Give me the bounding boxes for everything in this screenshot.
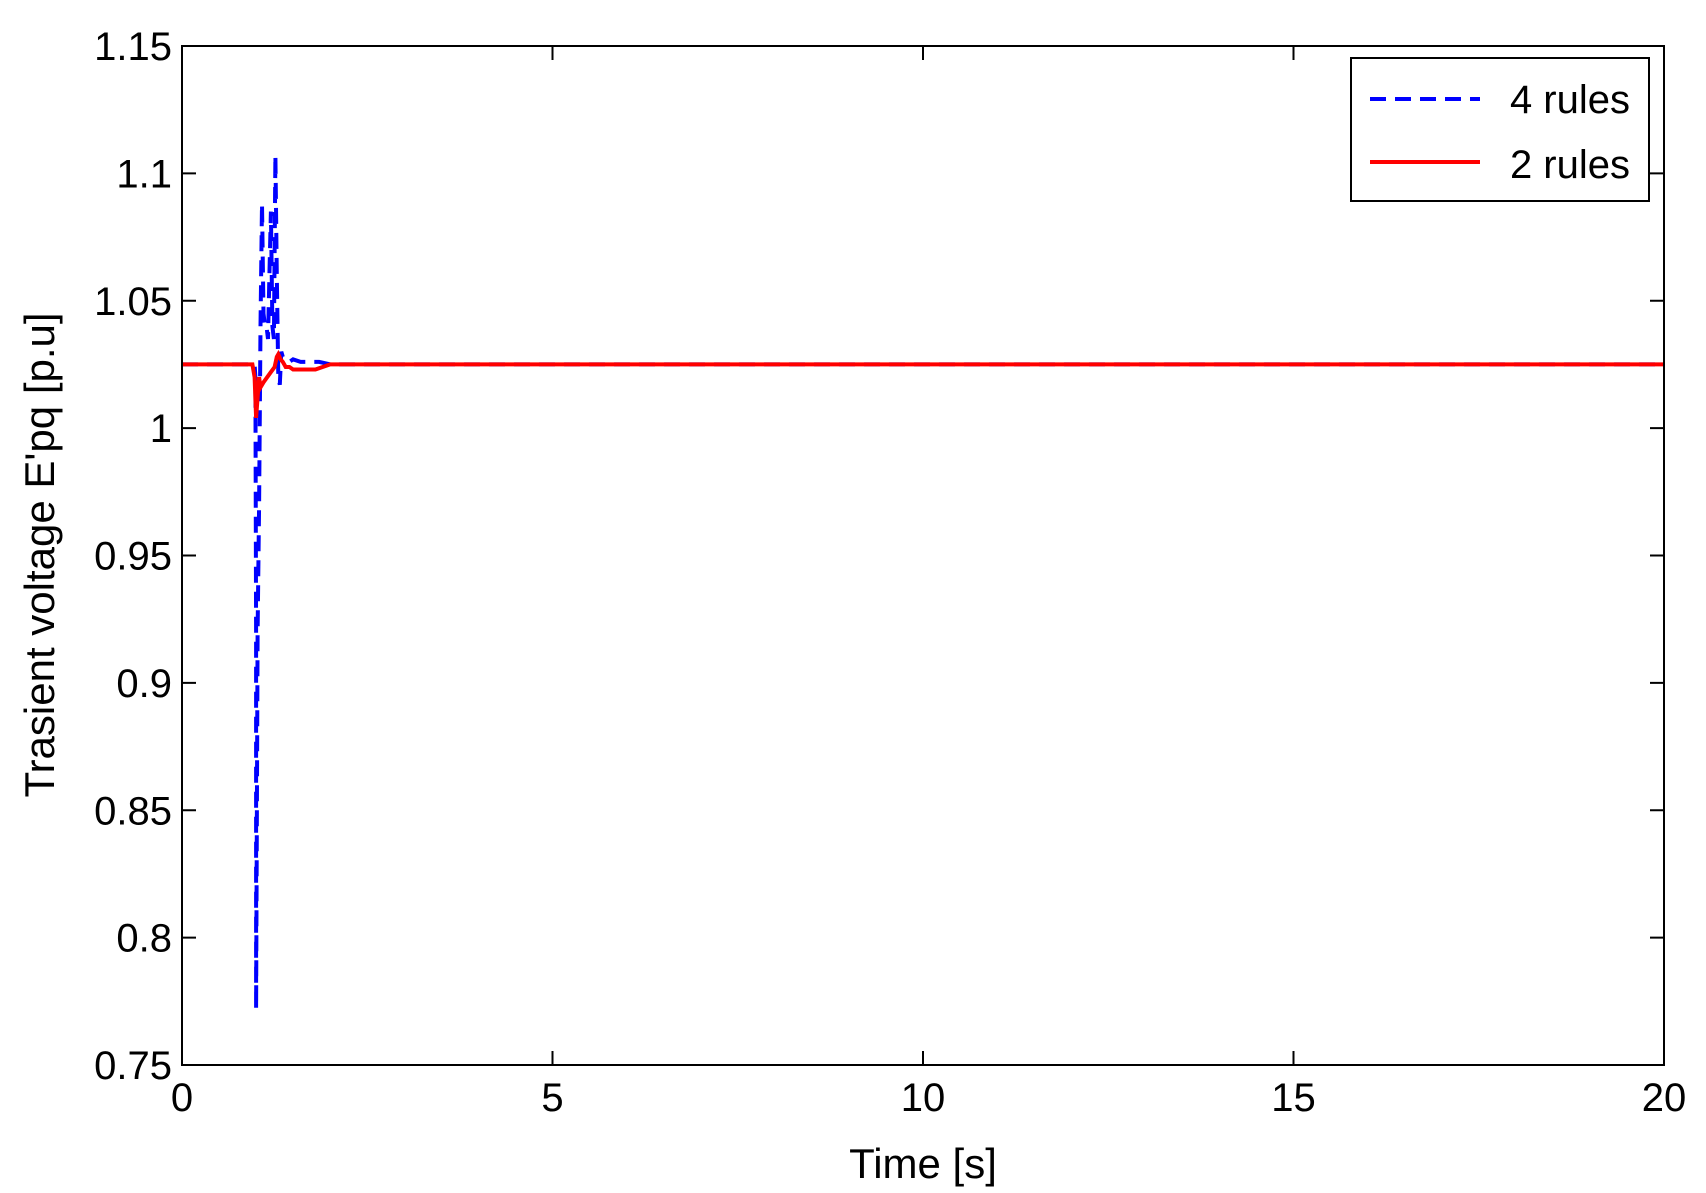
y-tick-label: 0.9 [116,662,172,706]
x-tick-label: 15 [1271,1076,1316,1120]
y-tick-label: 1.15 [94,25,172,69]
y-tick-label: 0.85 [94,789,172,833]
x-axis-label: Time [s] [849,1140,997,1187]
legend-label-2-rules: 2 rules [1510,143,1630,187]
x-tick-label: 0 [171,1076,193,1120]
x-tick-label: 5 [541,1076,563,1120]
y-tick-label: 0.95 [94,535,172,579]
legend-box [1350,57,1650,202]
series-line-4-rules [182,155,1664,1010]
y-tick-label: 1.1 [116,152,172,196]
legend: 4 rules 2 rules [1350,57,1650,202]
y-tick-label: 1.05 [94,280,172,324]
x-tick-label: 10 [901,1076,946,1120]
series-layer [182,155,1664,1010]
y-tick-label: 0.75 [94,1044,172,1088]
series-line-2-rules [182,349,1664,419]
y-tick-label: 0.8 [116,917,172,961]
ticks-layer: 0 5 10 15 20 0.75 0.8 0.85 0.9 0.95 1 1.05 1.1 1.15 [94,25,1686,1120]
legend-label-4-rules: 4 rules [1510,78,1630,122]
x-tick-label: 20 [1642,1076,1687,1120]
y-tick-label: 1 [150,407,172,451]
y-axis-label: Trasient voltage E'pq [p.u] [16,312,63,797]
